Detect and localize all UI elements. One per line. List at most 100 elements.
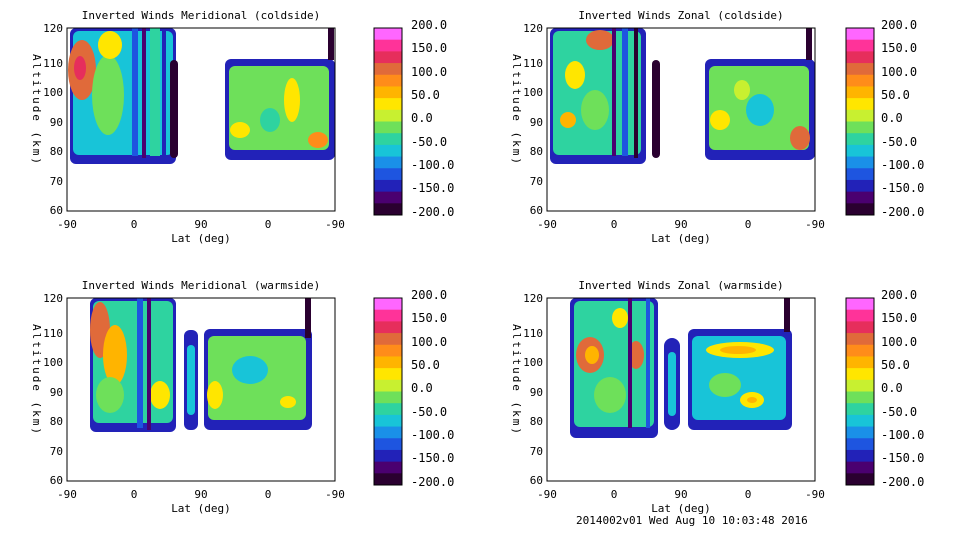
heatmap-field xyxy=(68,28,335,164)
colorbar-swatch xyxy=(846,391,874,404)
x-tick-label: 90 xyxy=(674,218,687,231)
y-axis-label: Altitude (km) xyxy=(30,324,43,436)
x-tick-label: -90 xyxy=(57,488,77,501)
orange-cell xyxy=(720,346,756,354)
colorbar-label: 50.0 xyxy=(411,358,440,372)
colorbar-swatch xyxy=(846,321,874,334)
colorbar-swatch xyxy=(374,156,402,169)
colorbar-swatch xyxy=(846,449,874,463)
yellow-cell xyxy=(710,110,730,130)
colorbar-label: 0.0 xyxy=(411,111,433,125)
colorbar-label: -100.0 xyxy=(881,158,924,172)
y-tick-label: 80 xyxy=(530,415,543,428)
panel-zonal-coldside: Inverted Winds Zonal (coldside) 60 70 80 xyxy=(510,9,825,245)
colorbar-label: -200.0 xyxy=(881,475,924,489)
x-axis-label: Lat (deg) xyxy=(171,502,231,515)
yellow-cell xyxy=(284,78,300,122)
panel-title: Inverted Winds Meridional (coldside) xyxy=(82,9,320,22)
blob-narrow-inner xyxy=(668,352,676,416)
colorbar-swatch xyxy=(374,98,402,111)
colorbar-swatch xyxy=(846,473,874,486)
colorbar-swatch xyxy=(374,426,402,439)
x-tick-label: 0 xyxy=(131,218,138,231)
strip xyxy=(628,298,632,428)
plot-frame xyxy=(66,297,336,482)
colorbar-label: 150.0 xyxy=(881,41,917,55)
green-cell xyxy=(594,377,626,413)
y-axis-label: Altitude (km) xyxy=(510,54,523,166)
colorbar-swatch xyxy=(846,133,874,146)
colorbar-label: -200.0 xyxy=(411,205,454,219)
panel-meridional-warmside: Inverted Winds Meridional (warmside) 60 … xyxy=(30,279,345,515)
colorbar-label: -50.0 xyxy=(411,135,447,149)
colorbar-swatch xyxy=(374,344,402,357)
strip xyxy=(622,28,628,156)
blob-narrow-inner xyxy=(187,345,195,415)
y-tick-label: 90 xyxy=(50,386,63,399)
colorbar-label: 0.0 xyxy=(881,381,903,395)
y-tick-label: 110 xyxy=(43,327,63,340)
colorbar-swatch xyxy=(374,391,402,404)
strip xyxy=(646,298,650,428)
y-ticks: 60 70 80 90 100 110 120 xyxy=(43,22,63,217)
y-tick-label: 90 xyxy=(530,116,543,129)
colorbar-label: 100.0 xyxy=(411,335,447,349)
colorbar: 200.0 150.0 100.0 50.0 0.0 -50.0 -100.0 … xyxy=(845,18,924,219)
colorbar-swatch xyxy=(374,179,402,193)
strip xyxy=(162,28,166,158)
x-tick-label: -90 xyxy=(537,218,557,231)
edge-strip xyxy=(305,298,311,338)
x-axis-label: Lat (deg) xyxy=(651,232,711,245)
blob-narrow xyxy=(652,60,660,158)
colorbar-label: 50.0 xyxy=(881,88,910,102)
colorbar-swatch xyxy=(374,449,402,463)
colorbar-label: -150.0 xyxy=(881,451,924,465)
colorbar-label: 100.0 xyxy=(881,65,917,79)
footer-timestamp: 2014002v01 Wed Aug 10 10:03:48 2016 xyxy=(576,514,808,527)
y-axis-label: Altitude (km) xyxy=(510,324,523,436)
colorbar-swatch xyxy=(846,74,874,87)
colorbar-label: 0.0 xyxy=(411,381,433,395)
colorbar-swatch xyxy=(374,168,402,181)
colorbar-label: 200.0 xyxy=(411,288,447,302)
x-tick-label: -90 xyxy=(805,218,825,231)
colorbar-swatch xyxy=(846,98,874,111)
colorbar-frame xyxy=(373,27,403,216)
colorbar-swatch xyxy=(846,356,874,369)
warm-cell xyxy=(586,30,614,50)
x-tick-label: -90 xyxy=(537,488,557,501)
colorbar-swatch xyxy=(846,379,874,392)
x-tick-label: -90 xyxy=(57,218,77,231)
colorbar-swatch xyxy=(374,144,402,158)
x-ticks: -90 0 90 0 -90 xyxy=(57,488,345,501)
colorbar-swatch xyxy=(374,28,402,41)
colorbar-swatch xyxy=(374,438,402,451)
colorbar-label: -50.0 xyxy=(881,135,917,149)
edge-strip xyxy=(806,28,812,60)
colorbar-swatch xyxy=(846,168,874,181)
y-tick-label: 110 xyxy=(43,57,63,70)
yellow-cell xyxy=(612,308,628,328)
colorbar-swatch xyxy=(374,51,402,64)
y-tick-label: 90 xyxy=(530,386,543,399)
heatmap-field xyxy=(550,28,815,164)
x-tick-label: 0 xyxy=(131,488,138,501)
colorbar-label: -100.0 xyxy=(411,158,454,172)
green-band xyxy=(96,377,124,413)
colorbar-swatch xyxy=(846,403,874,416)
colorbar-swatch xyxy=(846,344,874,357)
strip xyxy=(142,28,146,158)
colorbar-label: 0.0 xyxy=(881,111,903,125)
x-ticks: -90 0 90 0 -90 xyxy=(537,218,825,231)
orange-cell xyxy=(790,126,810,150)
x-axis-label: Lat (deg) xyxy=(651,502,711,515)
colorbar-swatch xyxy=(374,121,402,134)
colorbar-label: -150.0 xyxy=(881,181,924,195)
x-axis-label: Lat (deg) xyxy=(171,232,231,245)
orange-cell xyxy=(747,397,757,403)
colorbar-swatch xyxy=(846,333,874,346)
colorbar-swatch xyxy=(374,461,402,474)
strip xyxy=(132,28,138,156)
colorbar-swatch xyxy=(374,39,402,52)
